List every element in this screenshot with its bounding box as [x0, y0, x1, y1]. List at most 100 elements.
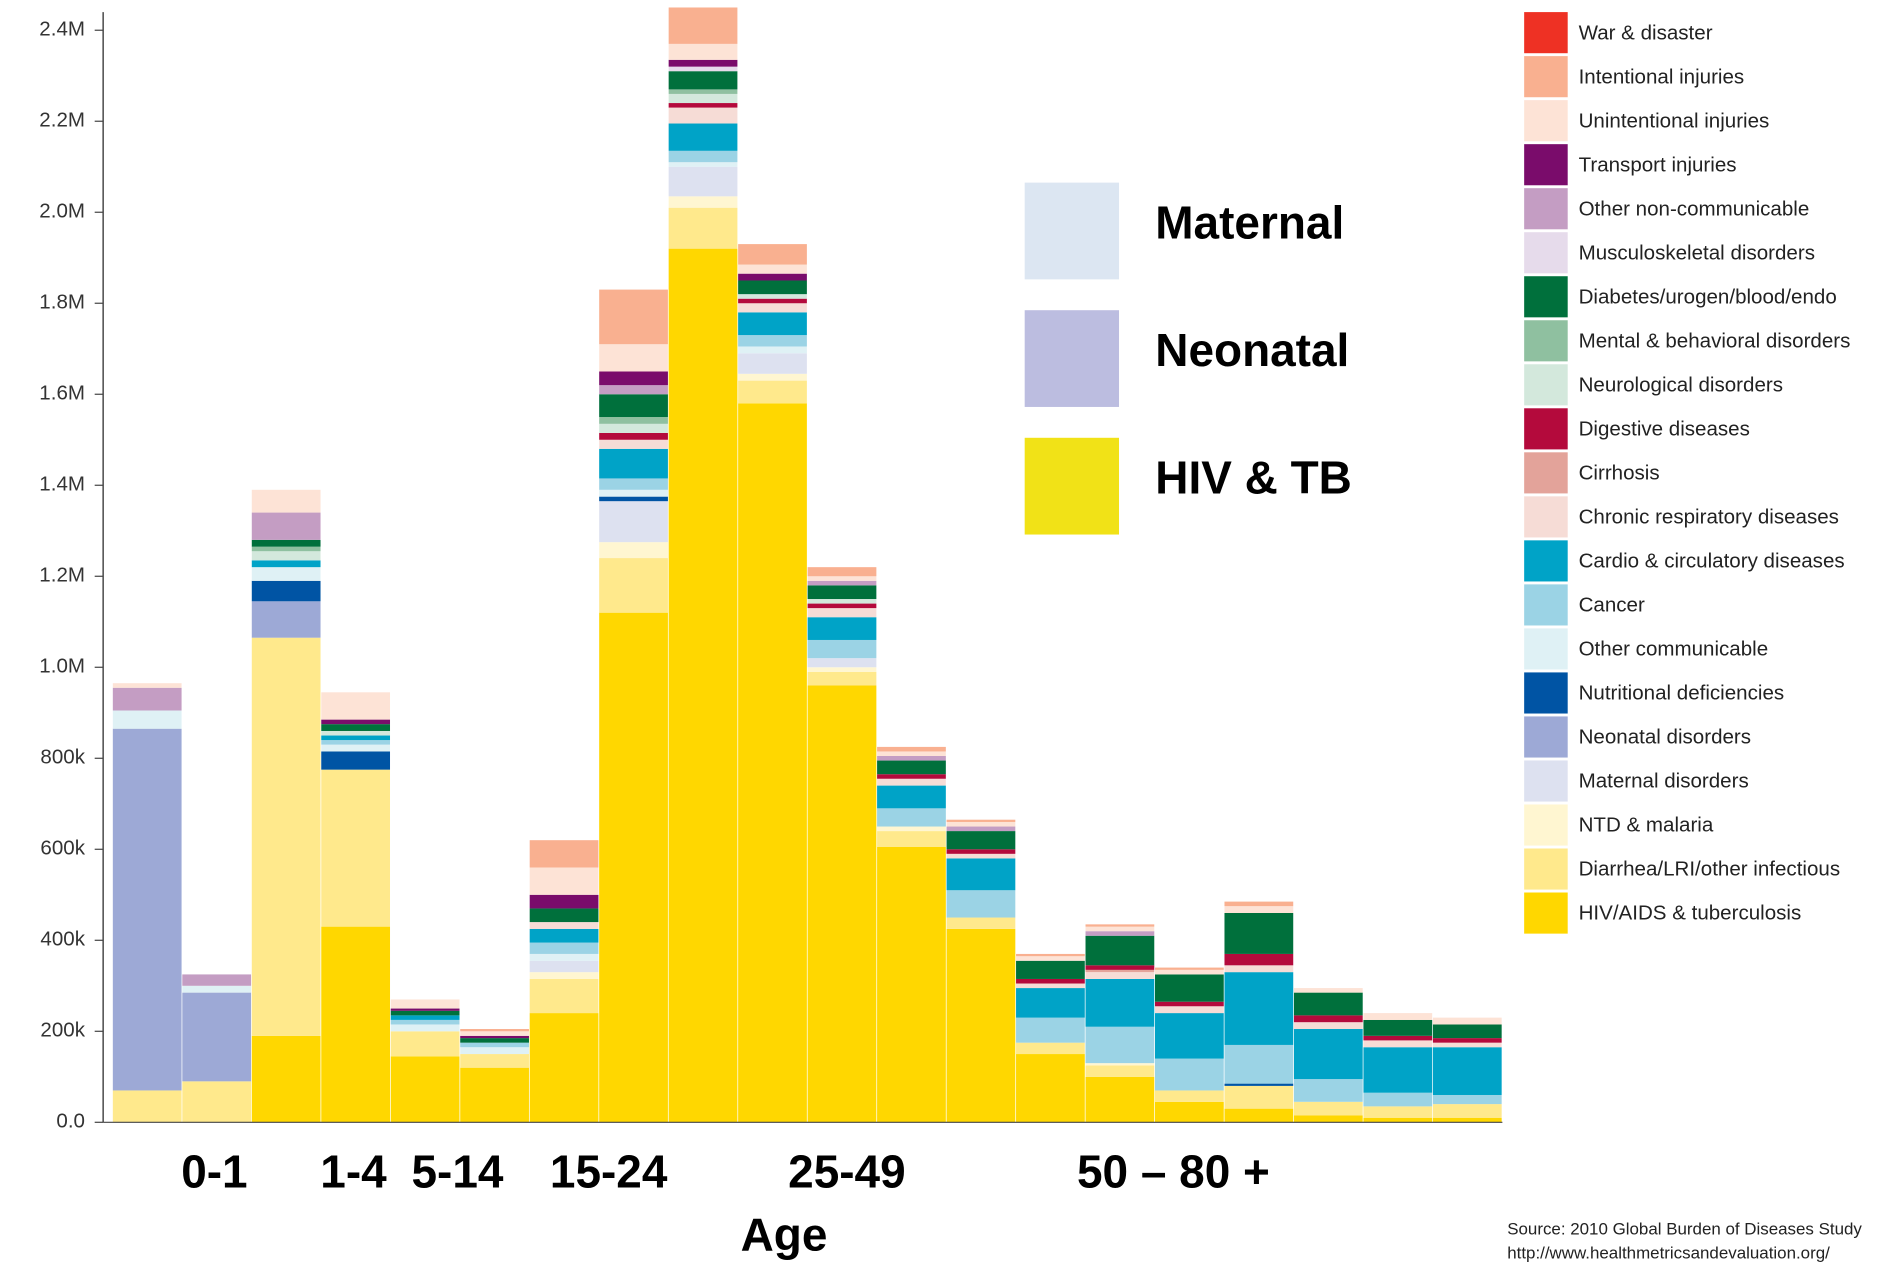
bar-segment [529, 960, 599, 973]
bar-segment [251, 580, 321, 602]
bar-segment [1293, 1022, 1363, 1030]
legend-label: HIV/AIDS & tuberculosis [1579, 902, 1802, 925]
bar-segment [1224, 1044, 1294, 1084]
bar-segment [877, 746, 946, 752]
bar-segment [738, 346, 807, 354]
legend-label: Chronic respiratory diseases [1579, 506, 1839, 529]
bar-segment [946, 819, 1016, 822]
bar-segment [460, 1067, 529, 1123]
x-axis-label: Age [741, 1209, 828, 1261]
bar-segment [529, 972, 599, 979]
bar-segment [1085, 1076, 1155, 1123]
bar-segment [807, 567, 877, 577]
bar-segment [1085, 935, 1155, 966]
y-tick-label: 1.8M [39, 291, 85, 314]
bar-segment [599, 489, 668, 497]
bar-segment [1432, 1047, 1502, 1095]
legend-label: Unintentional injuries [1579, 109, 1770, 132]
highlight-label: Neonatal [1155, 324, 1349, 376]
legend-swatch [1524, 100, 1568, 142]
bar-segment [807, 599, 877, 604]
bar-segment [1432, 1104, 1502, 1118]
bar-segment [1363, 1117, 1433, 1123]
bar-segment [390, 1056, 460, 1123]
legend-swatch [1524, 584, 1568, 626]
bar-segment [1224, 972, 1294, 1045]
bar-segment [599, 423, 668, 433]
bar-segment [668, 107, 738, 124]
bar-segment [946, 821, 1016, 827]
bar-segment [1154, 1090, 1224, 1102]
bar-segment [1363, 1019, 1433, 1036]
legend-label: Diarrhea/LRI/other infectious [1579, 858, 1841, 881]
bar-segment [390, 1008, 460, 1011]
legend-label: Intentional injuries [1579, 65, 1745, 88]
bar-segment [877, 778, 946, 786]
bar-segment [1016, 983, 1085, 989]
legend-label: Neonatal disorders [1579, 726, 1751, 749]
bar-segment [599, 558, 668, 613]
bar-segment [182, 992, 252, 1082]
legend-label: Other communicable [1579, 638, 1769, 661]
bar-segment [251, 1035, 321, 1123]
highlight-label: HIV & TB [1155, 451, 1352, 503]
bar-segment [668, 93, 738, 104]
bar-segment [460, 1047, 529, 1055]
bar-segment [1154, 1058, 1224, 1091]
bar-segment [807, 580, 877, 586]
legend-label: War & disaster [1579, 21, 1713, 44]
age-group-label: 5-14 [412, 1146, 504, 1198]
bar-segment [946, 853, 1016, 859]
bar-segment [529, 928, 599, 943]
bar-segment [251, 551, 321, 561]
bar-segment [599, 448, 668, 479]
bar-segment [738, 264, 807, 274]
bar-segment [738, 280, 807, 295]
bar-segment [112, 1090, 182, 1123]
bar-segment [877, 826, 946, 832]
bar-segment [1016, 1017, 1085, 1043]
bar-segment [251, 601, 321, 638]
y-tick-label: 400k [40, 928, 85, 951]
legend-swatch [1524, 232, 1568, 274]
legend-swatch [1524, 364, 1568, 406]
bar-segment [1154, 1101, 1224, 1123]
bar-segment [1154, 1001, 1224, 1007]
bar-segment [1154, 969, 1224, 975]
bar-segment [112, 683, 182, 688]
bar-segment [807, 608, 877, 618]
bar-segment [1154, 967, 1224, 970]
bar-segment [946, 826, 1016, 832]
bar-segment [529, 840, 599, 868]
bar-segment [1154, 1006, 1224, 1014]
bar-segment [1016, 1042, 1085, 1055]
bar-segment [251, 560, 321, 568]
bar-segment [738, 244, 807, 265]
bar-segment [182, 1081, 252, 1123]
bar-segment [807, 576, 877, 581]
bar-segment [668, 196, 738, 208]
legend-swatch [1524, 760, 1568, 802]
bar-segment [877, 751, 946, 756]
bar-segment [529, 894, 599, 909]
bar-segment [738, 403, 807, 1123]
bar-segment [1085, 978, 1155, 1027]
bar-segment [599, 344, 668, 372]
bar-segment [390, 1010, 460, 1016]
bar-segment [668, 207, 738, 249]
bar-segment [1016, 956, 1085, 961]
highlight-label: Maternal [1155, 196, 1344, 248]
bar-segment [460, 1054, 529, 1068]
bar-segment [390, 1031, 460, 1057]
bar-segment [1293, 1115, 1363, 1123]
bar-segment [112, 687, 182, 711]
bar-segment [599, 501, 668, 543]
bar-segment [738, 298, 807, 304]
bar-segment [668, 166, 738, 197]
bar-segment [1085, 924, 1155, 927]
bar-segment [390, 999, 460, 1009]
legend-swatch [1524, 672, 1568, 714]
bar-segment [321, 735, 391, 741]
y-tick-label: 1.4M [39, 473, 85, 496]
